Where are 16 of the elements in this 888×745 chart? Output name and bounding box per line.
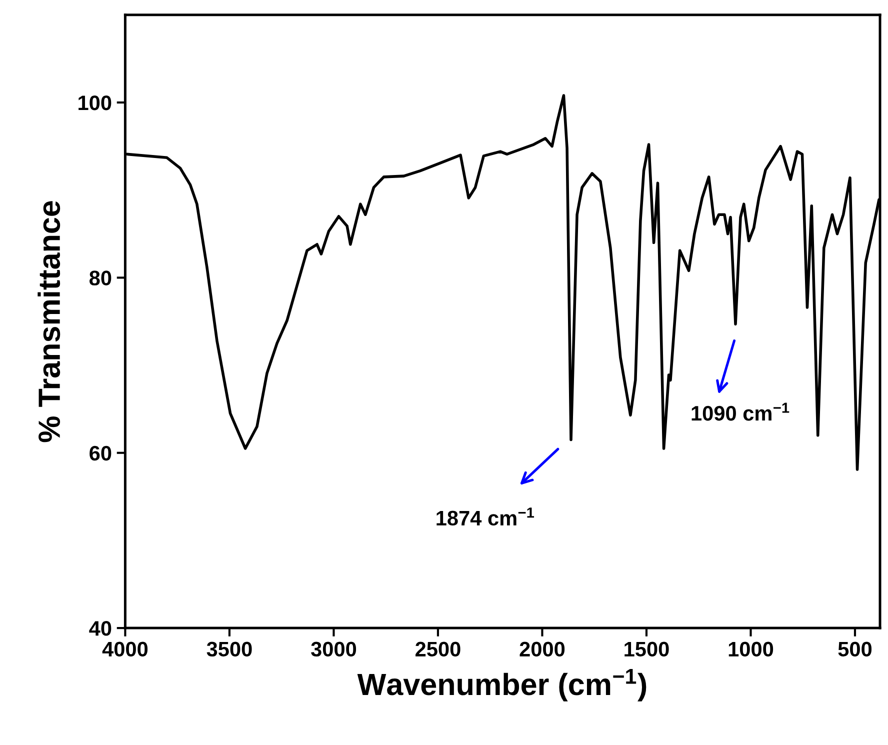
y-tick-label: 40 [89, 621, 112, 636]
x-axis-title: Wavenumber (cm$^{−1}$) [357, 668, 646, 702]
annotation: 1874 cm$^{−1}$ [436, 508, 534, 526]
x-tick-label: 1500 [624, 642, 669, 657]
y-tick-label: 60 [90, 446, 112, 461]
x-tick-label: 3000 [311, 642, 356, 657]
y-tick-label: 100 [78, 95, 112, 110]
x-tick-label: 1000 [728, 642, 774, 657]
annotation: 1090 cm$^{−1}$ [692, 402, 790, 421]
y-tick-label: 80 [90, 270, 112, 286]
x-tick-label: 4000 [102, 642, 148, 657]
x-tick-label: 2500 [416, 642, 460, 657]
x-tick-label: 2000 [520, 642, 565, 657]
x-tick-label: 500 [838, 642, 872, 657]
x-tick-label: 3500 [206, 642, 252, 657]
y-axis-title: % Transmittance [38, 201, 60, 442]
